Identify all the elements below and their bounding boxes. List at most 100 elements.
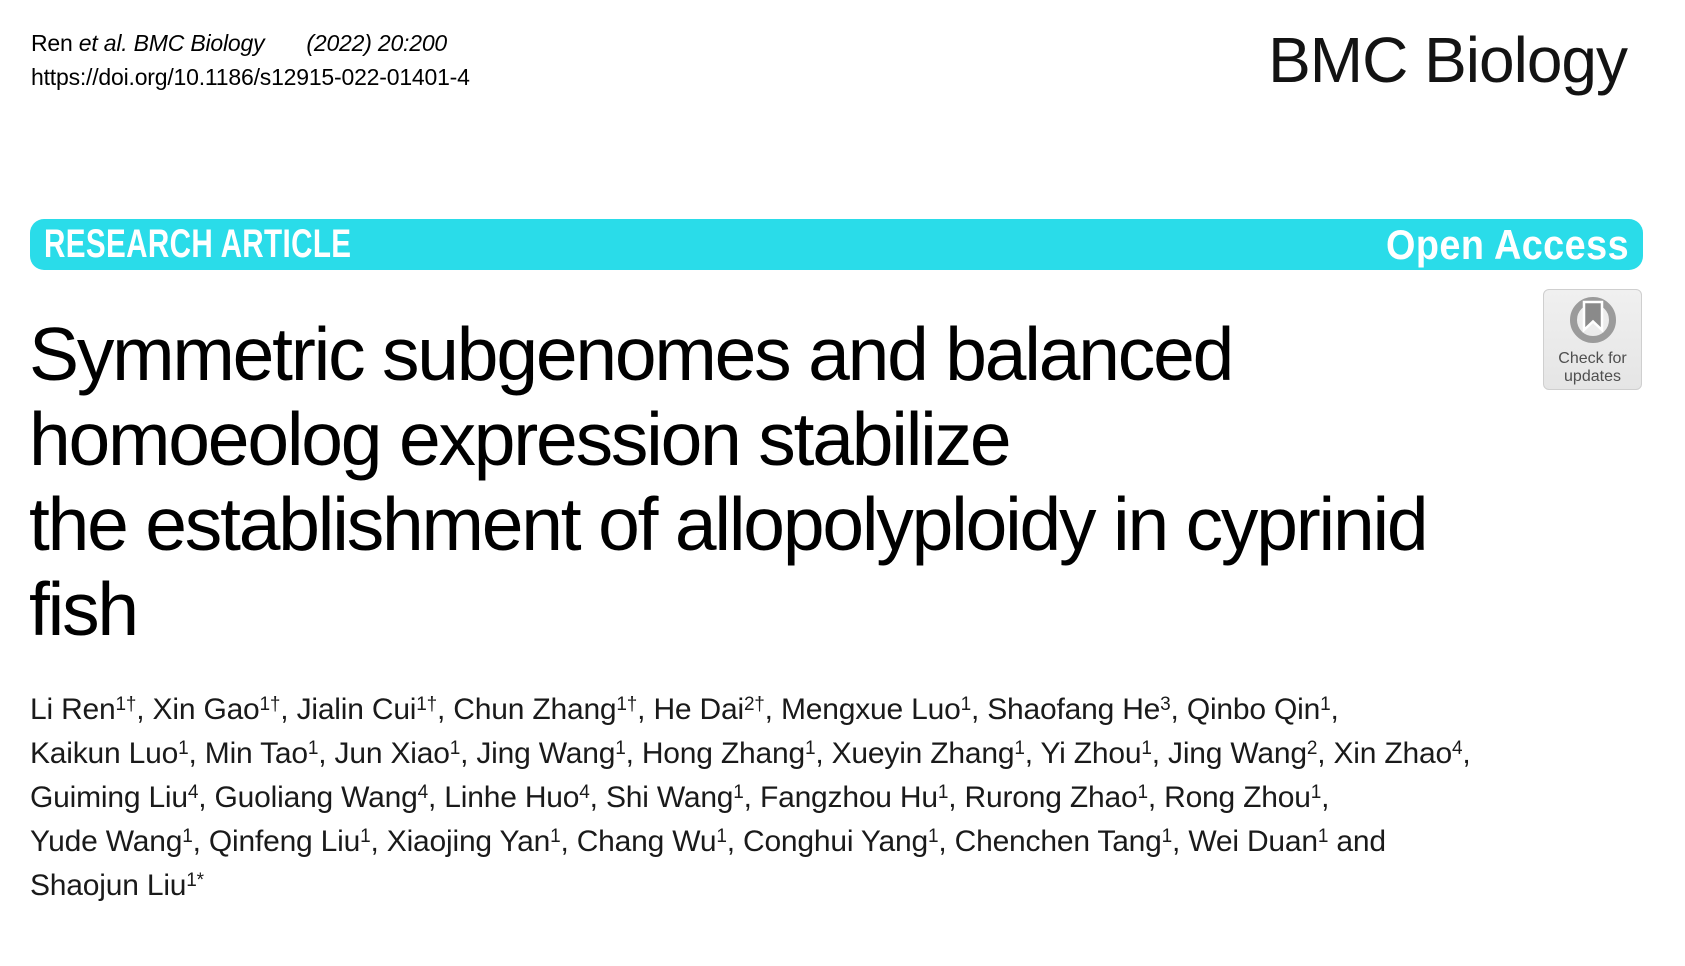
author-name: Hong Zhang bbox=[641, 737, 805, 770]
author-separator: , bbox=[1462, 737, 1471, 770]
author-affiliation-sup: 1 bbox=[178, 738, 189, 760]
author-name: Qinfeng Liu bbox=[208, 825, 361, 858]
author-affiliation-sup: 1 bbox=[1014, 738, 1025, 760]
author-affiliation-sup: 4 bbox=[579, 782, 590, 804]
author-name: Xiaojing Yan bbox=[386, 825, 551, 858]
author-affiliation-sup: 1 bbox=[960, 694, 972, 716]
author-separator: , bbox=[136, 693, 153, 726]
author-separator: , bbox=[198, 781, 215, 814]
check-updates-text-line2: updates bbox=[1564, 367, 1621, 385]
author-name: Conghui Yang bbox=[742, 825, 928, 858]
citation-line: Ren et al. BMC Biology (2022) 20:200 bbox=[31, 30, 447, 56]
author-affiliation-sup: 1† bbox=[416, 694, 438, 716]
author-separator: , bbox=[948, 781, 965, 814]
author-separator: , bbox=[280, 693, 297, 726]
author-line: Kaikun Luo1, Min Tao1, Jun Xiao1, Jing W… bbox=[30, 732, 1670, 776]
author-name: Shi Wang bbox=[605, 781, 734, 814]
author-affiliation-sup: 4 bbox=[187, 782, 199, 804]
author-name: Wei Duan bbox=[1188, 825, 1318, 858]
author-separator: and bbox=[1328, 825, 1386, 858]
author-separator: , bbox=[1170, 693, 1187, 726]
author-name: Yude Wang bbox=[30, 825, 183, 858]
author-affiliation-sup: 1 bbox=[1137, 782, 1148, 804]
author-separator: , bbox=[1321, 781, 1330, 814]
author-name: Xin Zhao bbox=[1333, 737, 1453, 770]
author-separator: , bbox=[1317, 737, 1334, 770]
author-name: Chenchen Tang bbox=[954, 825, 1162, 858]
journal-logo: BMC Biology bbox=[1268, 24, 1628, 96]
author-separator: , bbox=[764, 693, 781, 726]
author-affiliation-sup: 1 bbox=[1141, 738, 1152, 760]
author-separator: , bbox=[726, 825, 743, 858]
author-affiliation-sup: 1 bbox=[1320, 694, 1331, 716]
citation-block: Ren et al. BMC Biology (2022) 20:200 http… bbox=[31, 26, 470, 94]
bookmark-circle-icon bbox=[1569, 297, 1616, 343]
author-affiliation-sup: 1 bbox=[1317, 826, 1329, 848]
author-separator: , bbox=[1024, 737, 1041, 770]
author-name: Fangzhou Hu bbox=[759, 781, 938, 814]
author-name: Min Tao bbox=[204, 737, 308, 770]
author-affiliation-sup: 1† bbox=[259, 694, 281, 716]
author-affiliation-sup: 1 bbox=[716, 826, 727, 848]
author-separator: , bbox=[1151, 737, 1169, 770]
author-affiliation-sup: 1 bbox=[1161, 826, 1173, 848]
author-separator: , bbox=[637, 693, 654, 726]
author-name: Linhe Huo bbox=[444, 781, 580, 814]
author-affiliation-sup: 1 bbox=[937, 782, 949, 804]
citation-issue: (2022) 20:200 bbox=[306, 30, 448, 56]
author-affiliation-sup: 1 bbox=[307, 738, 319, 760]
author-name: Qinbo Qin bbox=[1186, 693, 1321, 726]
author-name: Guoliang Wang bbox=[214, 781, 418, 814]
author-affiliation-sup: 4 bbox=[1451, 738, 1463, 760]
author-name: Jing Wang bbox=[1168, 737, 1307, 770]
author-name: Kaikun Luo bbox=[30, 737, 179, 770]
author-name: Xin Gao bbox=[152, 693, 260, 726]
banner: RESEARCH ARTICLE Open Access bbox=[30, 219, 1643, 270]
author-separator: , bbox=[743, 781, 760, 814]
check-for-updates-button[interactable]: Check for updates bbox=[1543, 289, 1642, 390]
author-affiliation-sup: 1 bbox=[615, 738, 626, 760]
author-affiliation-sup: 1 bbox=[1310, 782, 1322, 804]
author-name: Jialin Cui bbox=[296, 693, 417, 726]
doi-link[interactable]: https://doi.org/10.1186/s12915-022-01401… bbox=[31, 64, 470, 90]
author-separator: , bbox=[1330, 693, 1339, 726]
author-list: Li Ren1†, Xin Gao1†, Jialin Cui1†, Chun … bbox=[30, 688, 1670, 908]
author-separator: , bbox=[370, 825, 387, 858]
author-name: He Dai bbox=[653, 693, 744, 726]
author-name: Rong Zhou bbox=[1164, 781, 1311, 814]
author-separator: , bbox=[188, 737, 205, 770]
author-separator: , bbox=[1172, 825, 1189, 858]
author-affiliation-sup: 1 bbox=[804, 738, 816, 760]
author-affiliation-sup: 4 bbox=[417, 782, 429, 804]
author-separator: , bbox=[970, 693, 988, 726]
author-affiliation-sup: 1 bbox=[449, 738, 461, 760]
author-name: Chun Zhang bbox=[453, 693, 617, 726]
author-affiliation-sup: 1 bbox=[550, 826, 561, 848]
author-separator: , bbox=[437, 693, 454, 726]
author-name: Xueyin Zhang bbox=[831, 737, 1015, 770]
author-name: Yi Zhou bbox=[1040, 737, 1142, 770]
author-separator: , bbox=[938, 825, 955, 858]
author-affiliation-sup: 1 bbox=[927, 826, 939, 848]
author-affiliation-sup: 1 bbox=[182, 826, 193, 848]
author-name: Shaofang He bbox=[987, 693, 1161, 726]
author-affiliation-sup: 1 bbox=[360, 826, 371, 848]
author-name: Jing Wang bbox=[476, 737, 616, 770]
author-separator: , bbox=[1147, 781, 1165, 814]
author-affiliation-sup: 2 bbox=[1306, 738, 1318, 760]
author-separator: , bbox=[560, 825, 577, 858]
author-affiliation-sup: 1† bbox=[115, 694, 137, 716]
author-separator: , bbox=[318, 737, 335, 770]
author-name: Jun Xiao bbox=[334, 737, 450, 770]
citation-journal: et al. BMC Biology bbox=[78, 30, 265, 56]
article-title: Symmetric subgenomes and balanced homoeo… bbox=[29, 312, 1659, 652]
author-line: Shaojun Liu1* bbox=[30, 864, 1670, 908]
author-separator: , bbox=[625, 737, 642, 770]
author-name: Li Ren bbox=[30, 693, 116, 726]
author-separator: , bbox=[589, 781, 606, 814]
author-name: Rurong Zhao bbox=[964, 781, 1138, 814]
author-affiliation-sup: 1* bbox=[186, 870, 204, 892]
author-name: Mengxue Luo bbox=[780, 693, 961, 726]
title-line-1: Symmetric subgenomes and balanced bbox=[29, 312, 1234, 396]
